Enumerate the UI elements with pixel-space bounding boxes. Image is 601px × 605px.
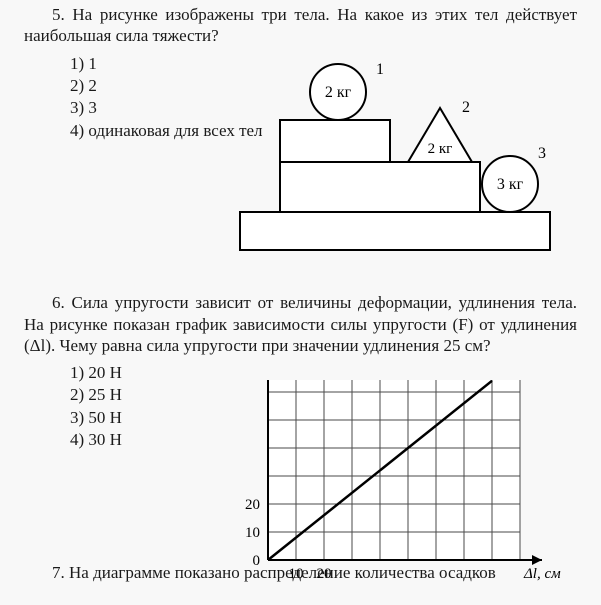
svg-text:3 кг: 3 кг bbox=[497, 176, 524, 193]
svg-text:1: 1 bbox=[376, 62, 384, 78]
svg-text:2 кг: 2 кг bbox=[428, 141, 453, 157]
q5-figure: 2 кг 1 2 кг 2 3 кг 3 bbox=[230, 62, 560, 252]
q6-text: 6. Сила упругости зависит от величины де… bbox=[24, 292, 577, 356]
svg-text:20: 20 bbox=[245, 497, 260, 513]
svg-text:2: 2 bbox=[462, 99, 470, 116]
svg-text:2 кг: 2 кг bbox=[325, 84, 352, 101]
q5-text: 5. На рисунке изображены три тела. На ка… bbox=[24, 4, 577, 47]
svg-text:10: 10 bbox=[245, 525, 260, 541]
svg-text:3: 3 bbox=[538, 145, 546, 162]
q7-partial: 7. На диаграмме показано распределение к… bbox=[24, 563, 577, 583]
